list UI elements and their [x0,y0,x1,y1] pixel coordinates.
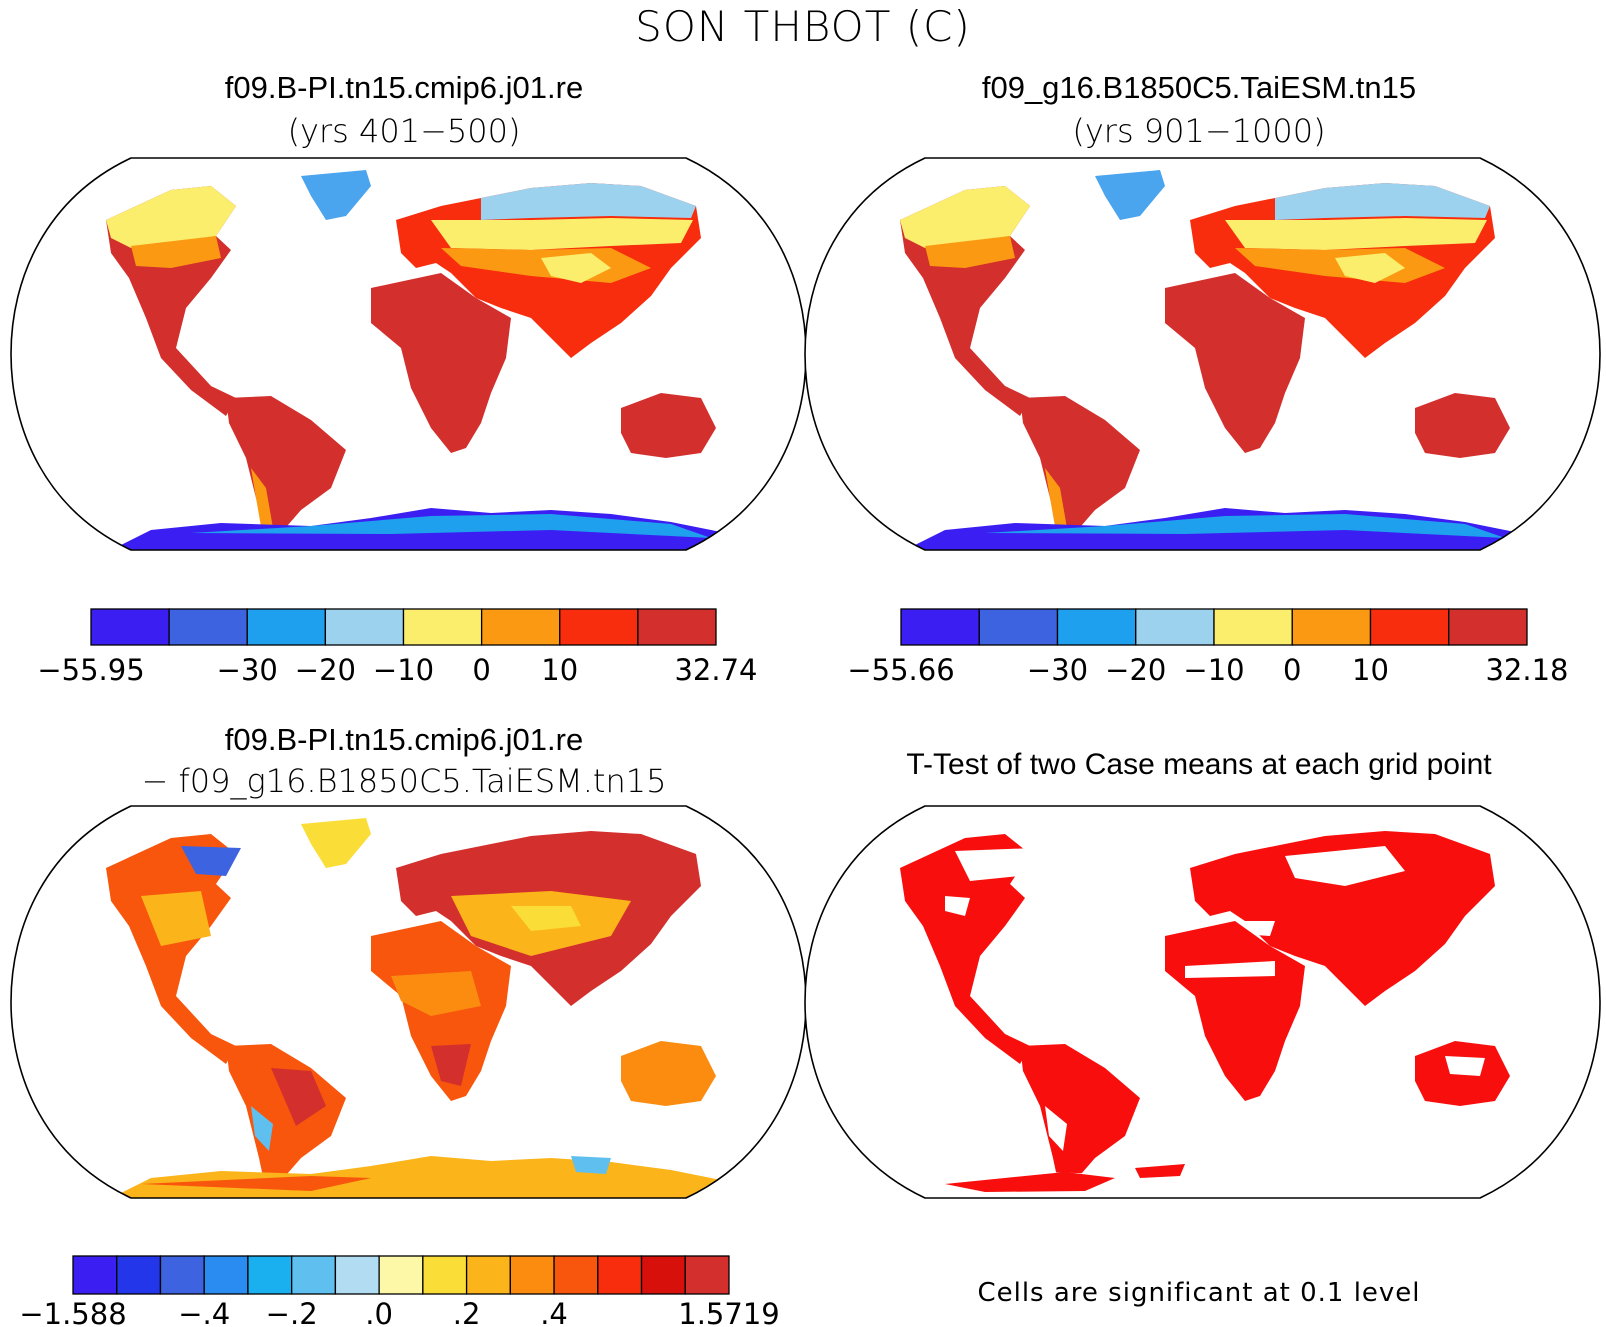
colorbar-tick-label: −55.66 [847,653,954,687]
colorbar-tick-label: 32.18 [1485,653,1568,687]
difference-colorbar: −1.588 −.4 −.2 .0 .2 .4 1.5719 [19,1255,780,1327]
colorbar-swatch [324,608,405,646]
colorbar-swatch [247,1255,293,1295]
colorbar-tick-label: .4 [540,1297,568,1327]
colorbar-swatch [1135,608,1215,646]
case1-map [10,157,807,551]
colorbar-tick-label: −30 [1027,653,1088,687]
colorbar-swatch [1291,608,1372,646]
colorbar-tick-label: 10 [1352,653,1389,687]
colorbar-tick-label: 1.5719 [678,1297,779,1327]
case2-map [804,157,1601,551]
colorbar-swatch [900,608,980,646]
colorbar-tick-label: −.4 [178,1297,230,1327]
colorbar-swatch [334,1255,380,1295]
case1-subtitle: (yrs 401−500) [287,112,521,150]
colorbar-tick-label: .0 [365,1297,393,1327]
case1-title: f09.B-PI.tn15.cmip6.j01.re [224,70,584,105]
figure-title: SON THBOT (C) [635,2,971,51]
case2-title: f09_g16.B1850C5.TaiESM.tn15 [981,70,1417,105]
colorbar-tick-label: 0 [1283,653,1301,687]
colorbar-swatch [159,1255,205,1295]
ttest-title: T-Test of two Case means at each grid po… [906,748,1492,781]
colorbar-swatch [553,1255,599,1295]
colorbar-swatch [1369,608,1450,646]
colorbar-swatch [378,1255,424,1295]
colorbar-swatch [116,1255,162,1295]
colorbar-swatch [168,608,248,646]
colorbar-swatch [1448,608,1528,646]
difference-title: f09.B-PI.tn15.cmip6.j01.re [224,722,584,757]
colorbar-tick-label: −10 [373,653,434,687]
colorbar-swatch [1213,608,1293,646]
colorbar-tick-label: −20 [1105,653,1166,687]
case1-colorbar: −55.95 −30 −20 −10 0 10 32.74 [37,608,758,687]
colorbar-swatch [422,1255,468,1295]
colorbar-swatch [684,1255,730,1295]
significance-note: Cells are significant at 0.1 level [977,1278,1421,1308]
colorbar-swatch [291,1255,337,1295]
ttest-map [804,805,1601,1199]
colorbar-swatch [597,1255,643,1295]
colorbar-tick-label: 0 [472,653,490,687]
colorbar-tick-label: −20 [295,653,356,687]
colorbar-tick-label: 10 [541,653,578,687]
colorbar-swatch [72,1255,118,1295]
colorbar-tick-label: .2 [453,1297,481,1327]
difference-subtitle: − f09_g16.B1850C5.TaiESM.tn15 [141,762,667,800]
colorbar-tick-label: −10 [1183,653,1244,687]
colorbar-swatch [637,608,717,646]
colorbar-swatch [559,608,639,646]
colorbar-swatch [978,608,1059,646]
colorbar-swatch [246,608,327,646]
difference-map [10,805,807,1199]
colorbar-swatch [90,608,170,646]
case2-subtitle: (yrs 901−1000) [1072,112,1326,150]
australia-region [621,393,716,458]
case2-colorbar: −55.66 −30 −20 −10 0 10 32.18 [847,608,1569,687]
colorbar-swatch [465,1255,511,1295]
colorbar-swatch [203,1255,249,1295]
colorbar-tick-label: 32.74 [674,653,757,687]
colorbar-tick-label: −30 [217,653,278,687]
colorbar-swatch [640,1255,686,1295]
colorbar-swatch [509,1255,555,1295]
colorbar-tick-label: −55.95 [37,653,144,687]
colorbar-tick-label: −1.588 [19,1297,126,1327]
colorbar-tick-label: −.2 [266,1297,318,1327]
colorbar-swatch [480,608,561,646]
colorbar-swatch [402,608,483,646]
colorbar-swatch [1056,608,1137,646]
